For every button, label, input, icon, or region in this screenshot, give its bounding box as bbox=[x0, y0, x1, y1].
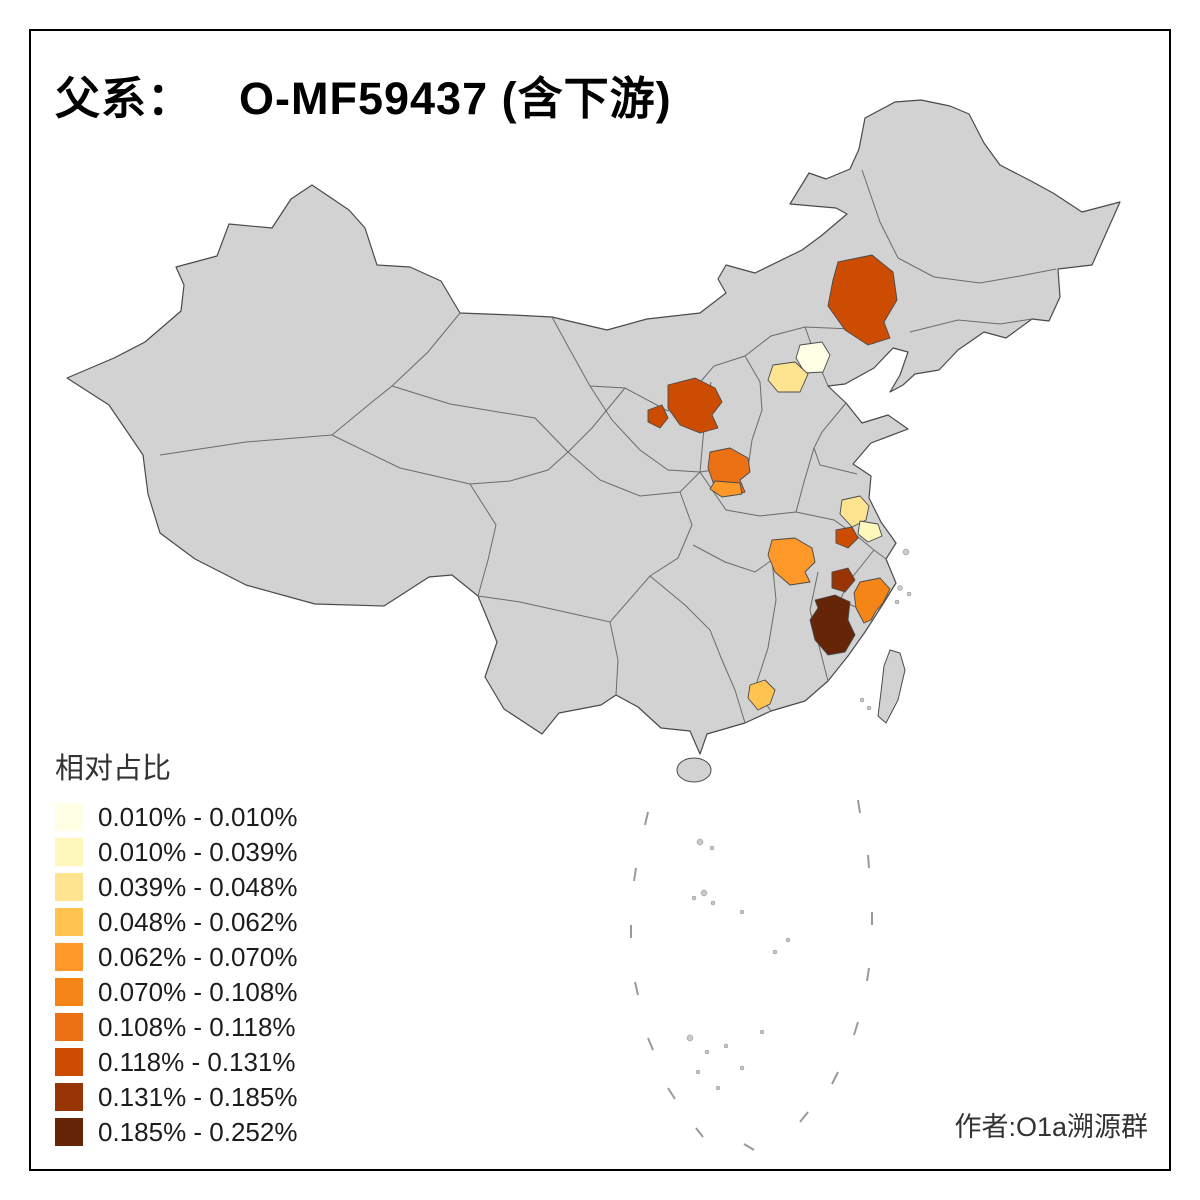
legend-swatch bbox=[55, 1048, 83, 1076]
legend-label: 0.039% - 0.048% bbox=[98, 872, 298, 902]
legend-item: 0.062% - 0.070% bbox=[55, 943, 297, 971]
region-fujian-west bbox=[809, 594, 856, 656]
legend-item: 0.185% - 0.252% bbox=[55, 1118, 297, 1146]
highlighted-regions bbox=[647, 254, 898, 711]
legend-item: 0.039% - 0.048% bbox=[55, 873, 297, 901]
legend-item: 0.070% - 0.108% bbox=[55, 978, 297, 1006]
legend-item: 0.048% - 0.062% bbox=[55, 908, 297, 936]
legend-swatch bbox=[55, 838, 83, 866]
region-ordos-area bbox=[667, 377, 723, 434]
region-anhui-north bbox=[857, 520, 883, 543]
legend-label: 0.062% - 0.070% bbox=[98, 942, 298, 972]
title-haplogroup: O-MF59437 (含下游) bbox=[239, 73, 672, 124]
legend-swatch bbox=[55, 873, 83, 901]
taiwan-island bbox=[877, 649, 906, 724]
region-zhejiang-south bbox=[853, 577, 891, 624]
legend-item: 0.131% - 0.185% bbox=[55, 1083, 297, 1111]
legend-label: 0.010% - 0.010% bbox=[98, 802, 298, 832]
region-guangdong-east bbox=[747, 679, 776, 711]
region-beijing-north bbox=[795, 341, 831, 374]
coastal-islets bbox=[859, 548, 912, 711]
legend-swatch bbox=[55, 908, 83, 936]
plot-frame bbox=[29, 29, 1171, 1171]
legend-item: 0.108% - 0.118% bbox=[55, 1013, 297, 1041]
legend-label: 0.118% - 0.131% bbox=[98, 1047, 296, 1077]
region-shaanxi-south bbox=[709, 480, 743, 498]
legend-swatch bbox=[55, 1118, 83, 1146]
title-prefix: 父系： bbox=[55, 73, 194, 124]
region-chifeng-area bbox=[827, 254, 898, 346]
legend-label: 0.070% - 0.108% bbox=[98, 977, 298, 1007]
region-ordos-west bbox=[647, 404, 669, 429]
legend-swatch bbox=[55, 1013, 83, 1041]
region-henan-east bbox=[839, 495, 870, 528]
legend-swatch bbox=[55, 978, 83, 1006]
legend-swatch bbox=[55, 1083, 83, 1111]
region-hubei-central bbox=[767, 537, 816, 586]
region-henan-southeast bbox=[835, 526, 859, 549]
legend-item: 0.118% - 0.131% bbox=[55, 1048, 297, 1076]
attribution-text: 作者:O1a溯源群 bbox=[954, 1112, 1148, 1142]
legend-item: 0.010% - 0.039% bbox=[55, 838, 297, 866]
legend-item: 0.010% - 0.010% bbox=[55, 803, 297, 831]
legend-rows: 0.010% - 0.010% 0.010% - 0.039% 0.039% -… bbox=[55, 803, 297, 1146]
legend-label: 0.010% - 0.039% bbox=[98, 837, 298, 867]
page-title: 父系： O-MF59437 (含下游) bbox=[55, 62, 672, 127]
legend-label: 0.131% - 0.185% bbox=[98, 1082, 298, 1112]
region-beijing-southwest bbox=[767, 361, 809, 393]
hainan-island bbox=[676, 757, 712, 783]
legend-swatch bbox=[55, 943, 83, 971]
region-jiangxi-northeast bbox=[831, 567, 856, 593]
legend-label: 0.048% - 0.062% bbox=[98, 907, 298, 937]
legend-label: 0.108% - 0.118% bbox=[98, 1012, 296, 1042]
legend-title: 相对占比 bbox=[55, 753, 172, 785]
china-mainland bbox=[66, 99, 1121, 755]
legend-swatch bbox=[55, 803, 83, 831]
south-china-sea-islets bbox=[686, 838, 791, 1091]
legend: 相对占比 0.010% - 0.010% 0.010% - 0.039% 0.0… bbox=[55, 745, 297, 1146]
legend-label: 0.185% - 0.252% bbox=[98, 1117, 298, 1147]
nine-dash-line bbox=[630, 799, 873, 1151]
